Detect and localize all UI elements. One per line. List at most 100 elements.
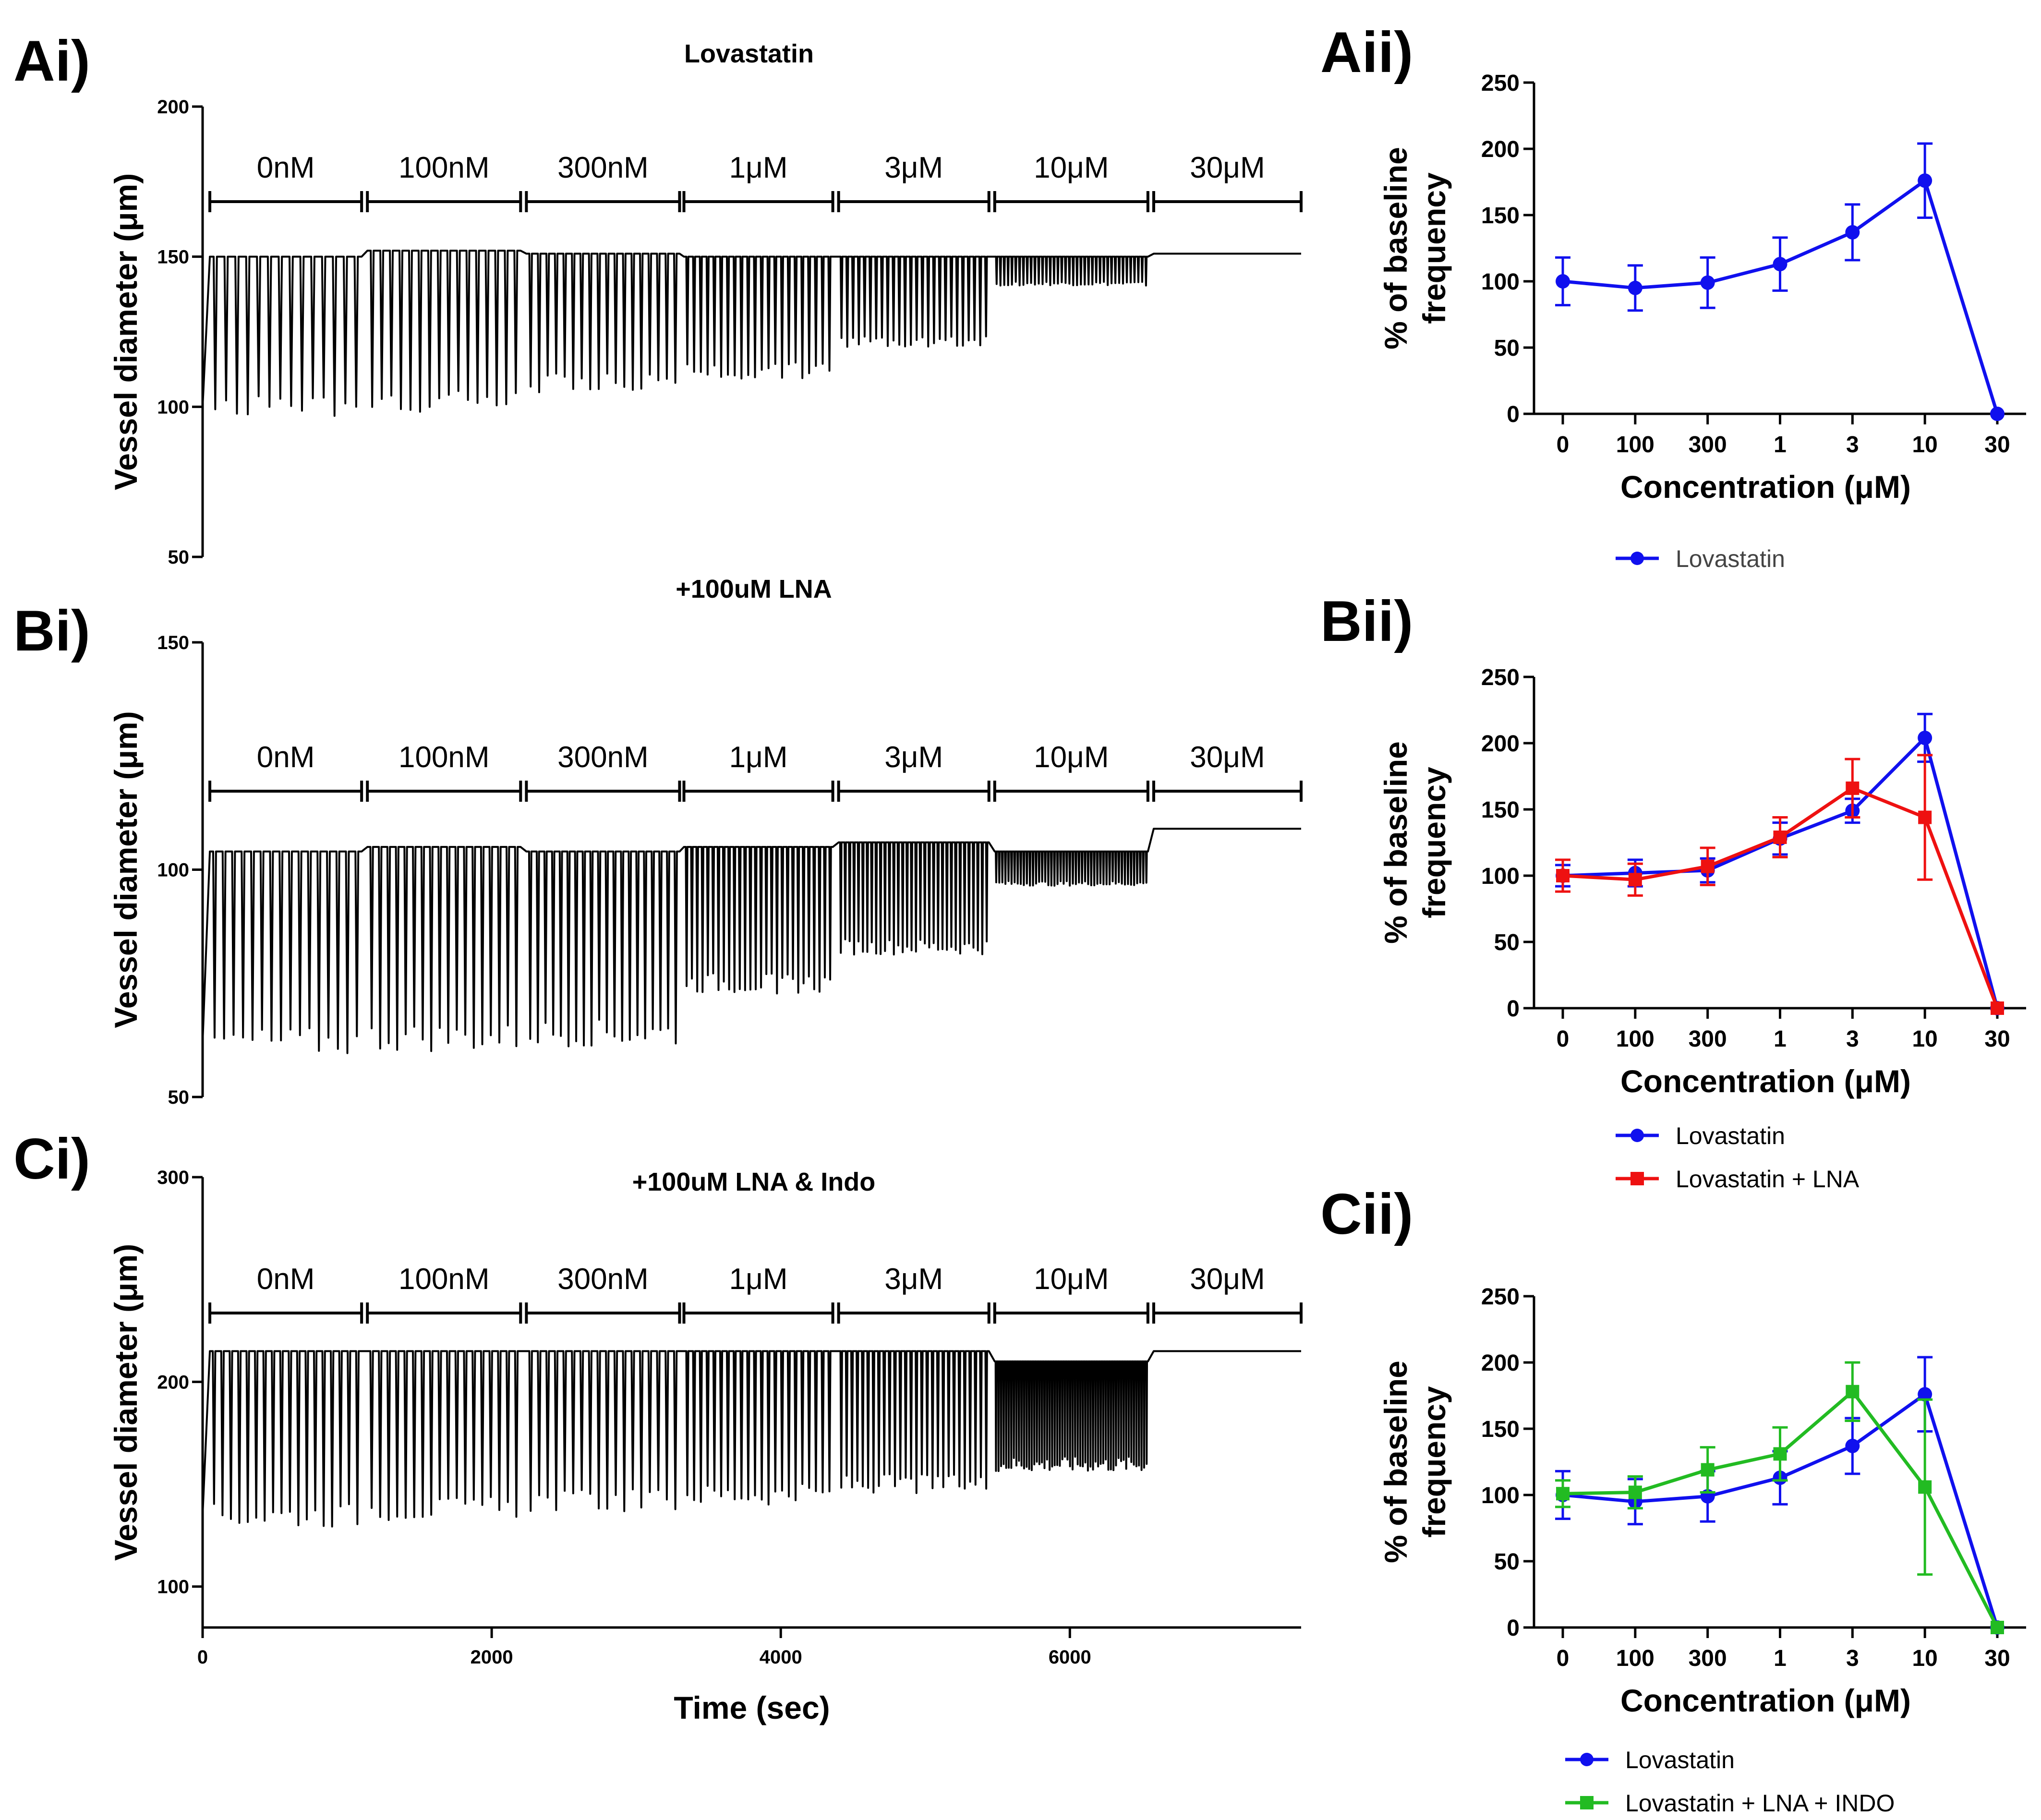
data-point (1556, 869, 1570, 882)
y-tick-label: 100 (1481, 864, 1520, 889)
data-point (1700, 275, 1715, 290)
legend-marker (1630, 552, 1644, 565)
frequency-chart-bii: 0 50 100 150 200 250 0 100 300 1 3 10 30 Concentratio… (1378, 665, 2026, 1193)
data-point (1628, 873, 1642, 887)
y-tick-label: 100 (1481, 1483, 1520, 1508)
x-tick-label: 4000 (760, 1647, 802, 1668)
panel-label-bi: Bi) (13, 599, 90, 663)
y-tick-label: 150 (157, 247, 189, 268)
series-line (1562, 735, 1999, 1009)
concentration-label: 30μM (1190, 741, 1265, 774)
concentration-label: 0nM (257, 1263, 315, 1296)
vessel-diameter-trace (202, 1350, 1301, 1528)
panel-label-cii: Cii) (1320, 1182, 1413, 1246)
legend-marker (1580, 1753, 1594, 1766)
x-tick-label: 300 (1689, 432, 1727, 458)
data-point (1990, 407, 2005, 421)
legend-label: Lovastatin + LNA + INDO (1625, 1790, 1895, 1817)
panel-label-ai: Ai) (13, 29, 90, 93)
y-tick-label: 100 (157, 860, 189, 881)
concentration-label: 10μM (1034, 151, 1109, 184)
x-axis-title: Concentration (μM) (1620, 469, 1911, 505)
x-tick-label: 100 (1616, 432, 1655, 458)
concentration-label: 3μM (884, 1263, 943, 1296)
data-point (1991, 1621, 2004, 1634)
y-tick-label: 50 (1494, 1549, 1520, 1575)
vessel-diameter-trace (202, 828, 1301, 1054)
legend-label: Lovastatin (1676, 545, 1785, 572)
y-axis-title-line2: frequency (1416, 172, 1452, 324)
series-line (1562, 178, 1999, 415)
concentration-label: 300nM (557, 741, 649, 774)
y-tick-label: 100 (157, 1577, 189, 1598)
y-axis-title-line1: % of baseline (1378, 741, 1413, 944)
data-point (1918, 173, 1932, 188)
legend-marker (1630, 1129, 1644, 1142)
x-tick-label: 0 (1557, 432, 1570, 458)
x-tick-label: 3 (1846, 1026, 1859, 1052)
x-tick-label: 3 (1846, 1646, 1859, 1671)
concentration-label: 1μM (729, 151, 788, 184)
y-tick-label: 200 (157, 96, 189, 118)
x-tick-label: 30 (1984, 1026, 2010, 1052)
concentration-label: 10μM (1034, 1263, 1109, 1296)
y-tick-label: 100 (1481, 269, 1520, 295)
data-point (1845, 225, 1860, 240)
data-point (1628, 1485, 1642, 1499)
frequency-chart-aii: 0 50 100 150 200 250 0 100 300 1 3 10 30 Concentratio… (1378, 71, 2026, 572)
y-axis-title-line1: % of baseline (1378, 1361, 1413, 1563)
legend-label: Lovastatin (1625, 1747, 1735, 1773)
trace-title-bi: +100uM LNA (676, 575, 832, 603)
concentration-label: 300nM (557, 151, 649, 184)
data-point (1918, 1480, 1932, 1494)
x-tick-label: 10 (1912, 1026, 1937, 1052)
y-tick-label: 50 (1494, 336, 1520, 361)
x-tick-label: 3 (1846, 432, 1859, 458)
trace-chart-bi: 50 100 150 Vessel diameter (μm) 0nM 100nM 300n… (108, 632, 1303, 1108)
data-point (1556, 274, 1570, 289)
data-point (1991, 1001, 2004, 1015)
y-tick-label: 200 (157, 1372, 189, 1393)
data-point (1701, 859, 1715, 873)
trace-chart-ci: 100 200 300 Vessel diameter (μm) 0 2000 4000 60… (108, 1167, 1303, 1725)
y-tick-label: 150 (157, 632, 189, 653)
frequency-chart-cii: 0 50 100 150 200 250 0 100 300 1 3 10 30 Concentratio… (1378, 1284, 2026, 1817)
data-point (1918, 1387, 1932, 1402)
data-point (1701, 1463, 1715, 1477)
concentration-label: 30μM (1190, 151, 1265, 184)
data-point (1773, 830, 1787, 844)
x-tick-label: 0 (1557, 1646, 1570, 1671)
x-tick-label: 10 (1912, 432, 1937, 458)
x-axis-title: Time (sec) (674, 1690, 830, 1725)
x-tick-label: 0 (197, 1647, 208, 1668)
y-tick-label: 150 (1481, 203, 1520, 229)
y-axis-title-line1: % of baseline (1378, 147, 1413, 350)
y-tick-label: 200 (1481, 731, 1520, 757)
legend-label: Lovastatin (1676, 1122, 1785, 1149)
x-tick-label: 30 (1984, 1646, 2010, 1671)
trace-chart-ai: 50 100 150 200 Vessel diameter (μm) 0nM 100nM 3… (108, 96, 1303, 568)
y-tick-label: 50 (168, 547, 190, 568)
y-axis-title-line2: frequency (1416, 767, 1452, 918)
data-point (1845, 1438, 1860, 1453)
y-tick-label: 250 (1481, 665, 1520, 690)
panel-label-bii: Bii) (1320, 589, 1413, 653)
concentration-label: 3μM (884, 151, 943, 184)
legend-marker (1580, 1796, 1594, 1809)
data-point (1556, 1487, 1570, 1501)
data-point (1773, 257, 1787, 272)
x-axis-title: Concentration (μM) (1620, 1683, 1911, 1718)
x-tick-label: 300 (1689, 1646, 1727, 1671)
y-tick-label: 300 (157, 1167, 189, 1188)
data-point (1773, 1447, 1787, 1461)
y-tick-label: 0 (1507, 1615, 1520, 1641)
x-tick-label: 0 (1557, 1026, 1570, 1052)
x-tick-label: 100 (1616, 1026, 1655, 1052)
data-point (1918, 810, 1932, 824)
x-tick-label: 1 (1774, 1026, 1787, 1052)
concentration-label: 10μM (1034, 741, 1109, 774)
concentration-label: 100nM (399, 741, 490, 774)
vessel-diameter-trace (202, 250, 1301, 417)
y-tick-label: 200 (1481, 1350, 1520, 1376)
